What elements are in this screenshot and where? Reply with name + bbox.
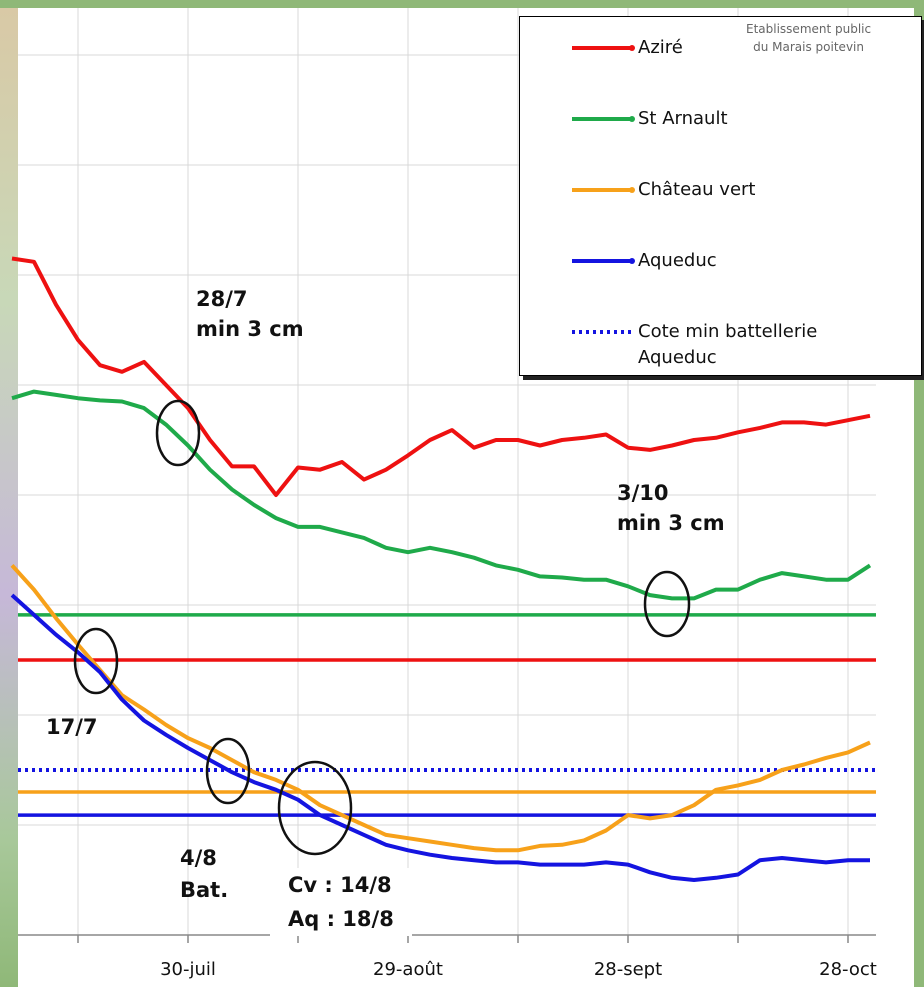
legend-dot (629, 45, 635, 51)
x-tick-label: 28-oct (819, 959, 877, 980)
legend-label: Cote min battellerie Aqueduc (638, 319, 838, 371)
legend-dot (629, 258, 635, 264)
legend-swatch (568, 98, 638, 128)
chart: 30-juil 29-août 28-sept 28-oct 28/7 min 3 c… (0, 0, 924, 987)
legend-entry: Château vert (520, 169, 920, 209)
legend-label: Château vert (638, 177, 838, 203)
legend-dot (629, 187, 635, 193)
map-strip (0, 8, 20, 987)
x-tick-label: 28-sept (594, 959, 662, 980)
annotation: 3/10 min 3 cm (617, 478, 725, 538)
legend-entry: Cote min battellerie Aqueduc (520, 311, 920, 351)
legend-swatch (568, 27, 638, 57)
annotation: 17/7 (46, 712, 98, 742)
annotation: 4/8 Bat. (180, 842, 228, 906)
legend-entry: Aqueduc (520, 240, 920, 280)
legend-label: St Arnault (638, 106, 838, 132)
source: Etablissement public du Marais poitevin (746, 20, 871, 56)
annotation: Cv : 14/8 Aq : 18/8 (270, 868, 412, 936)
annotation: 28/7 min 3 cm (196, 284, 304, 344)
legend-entry: St Arnault (520, 98, 920, 138)
page: {"chart_data":{"type":"line", "categorie… (0, 0, 924, 987)
legend-dot (629, 116, 635, 122)
x-tick-label: 29-août (373, 959, 443, 980)
x-tick-label: 30-juil (160, 959, 216, 980)
legend-swatch (568, 240, 638, 270)
legend-swatch (568, 169, 638, 199)
legend-label: Aqueduc (638, 248, 838, 274)
legend-swatch (568, 311, 638, 341)
